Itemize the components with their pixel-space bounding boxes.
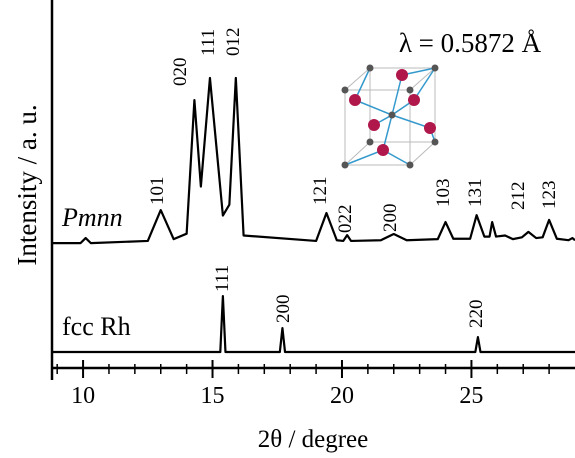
peak-label: 123: [539, 181, 560, 210]
peak-label: 022: [335, 205, 356, 234]
peak-label: 212: [508, 182, 529, 211]
peak-label: 220: [466, 300, 487, 329]
peak-label: 111: [212, 265, 233, 292]
peak-label: 200: [273, 295, 294, 324]
x-tick-label: 25: [459, 383, 483, 409]
wavelength-annotation: λ = 0.5872 Å: [399, 28, 542, 58]
peak-label: 200: [380, 204, 401, 233]
peak-label: 012: [223, 28, 244, 57]
x-axis-label: 2θ / degree: [258, 426, 369, 453]
pattern-line: [52, 78, 575, 243]
series-label: fcc Rh: [62, 312, 131, 341]
x-tick-label: 10: [71, 383, 95, 409]
x-tick-label: 15: [201, 383, 225, 409]
series-label: Pmnn: [61, 203, 123, 232]
peak-label: 101: [147, 177, 168, 206]
peak-label: 131: [465, 179, 486, 208]
chart: λ = 0.5872 Å 2θ / degree Intensity / a. …: [0, 0, 575, 458]
x-tick-label: 20: [330, 383, 354, 409]
peak-label: 121: [310, 177, 331, 206]
y-axis-label: Intensity / a. u.: [12, 104, 42, 265]
crystal-inset: [342, 65, 439, 169]
peak-label: 111: [198, 29, 219, 56]
peak-label: 020: [170, 58, 191, 87]
peak-label: 103: [433, 179, 454, 208]
